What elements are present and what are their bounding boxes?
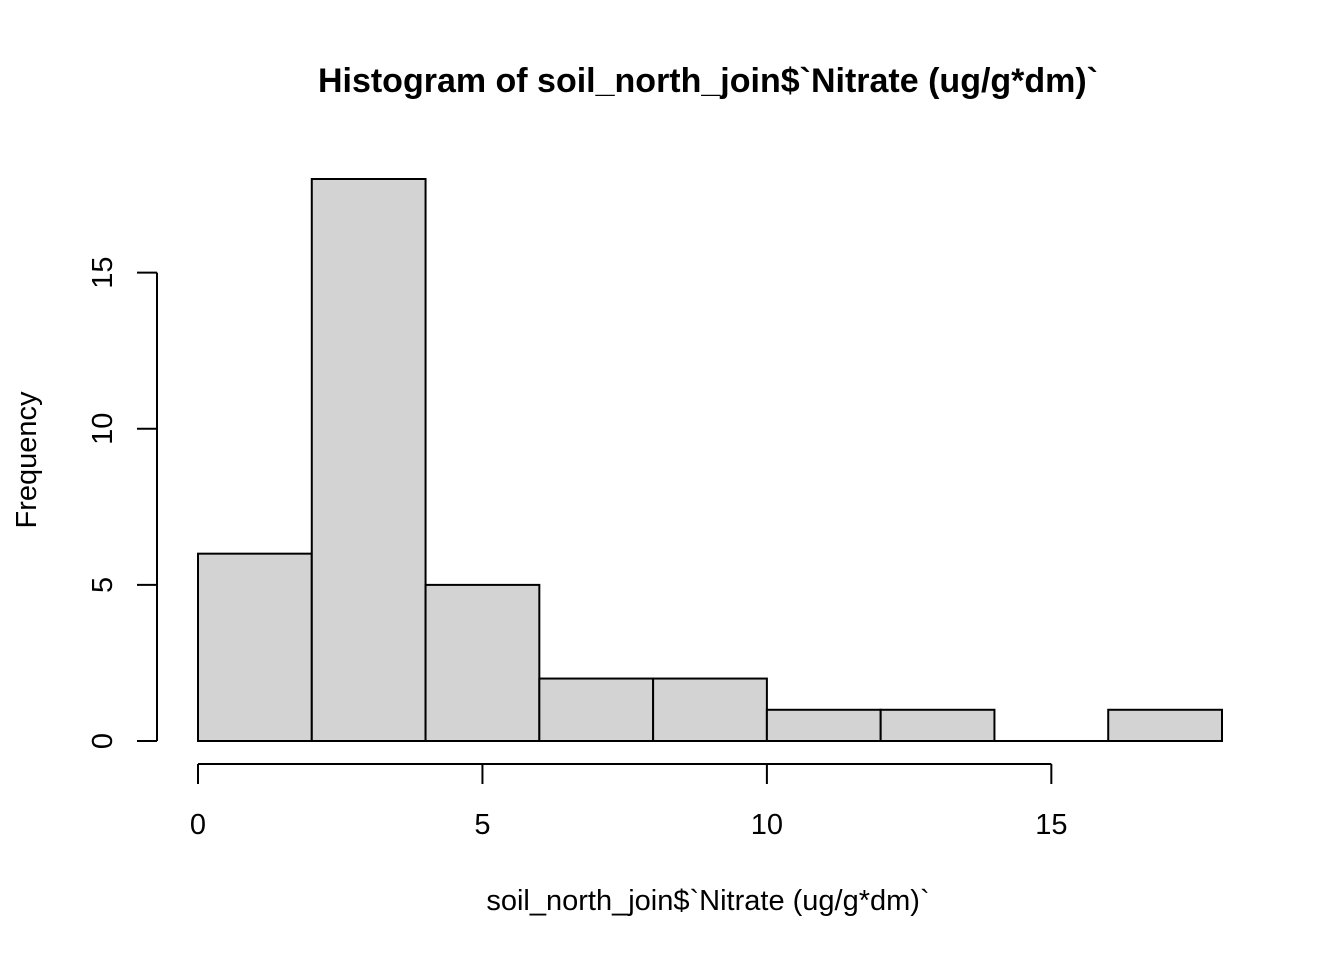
- y-tick-label: 5: [87, 577, 119, 593]
- y-axis: 0 5 10 15: [87, 257, 158, 749]
- x-axis: 0 5 10 15: [190, 763, 1067, 841]
- histogram-bar: [197, 552, 313, 743]
- y-tick-label: 0: [87, 733, 119, 749]
- x-tick-label: 5: [474, 809, 490, 841]
- histogram-bar: [765, 708, 882, 742]
- chart-title: Histogram of soil_north_join$`Nitrate (u…: [318, 62, 1098, 100]
- y-tick-label: 15: [87, 257, 119, 289]
- x-tick-label: 15: [1035, 809, 1067, 841]
- x-axis-label: soil_north_join$`Nitrate (ug/g*dm)`: [486, 885, 929, 917]
- y-axis-label: Frequency: [11, 391, 43, 529]
- histogram-bar: [424, 583, 541, 743]
- histogram-bar: [1107, 708, 1223, 742]
- bars-group: [197, 178, 1223, 743]
- y-tick-label: 10: [87, 413, 119, 445]
- histogram-bar: [652, 677, 768, 742]
- x-tick-label: 0: [190, 809, 206, 841]
- histogram-bar: [879, 708, 996, 742]
- x-tick-label: 10: [751, 809, 783, 841]
- histogram-bar: [310, 178, 427, 742]
- histogram-bar: [538, 677, 655, 742]
